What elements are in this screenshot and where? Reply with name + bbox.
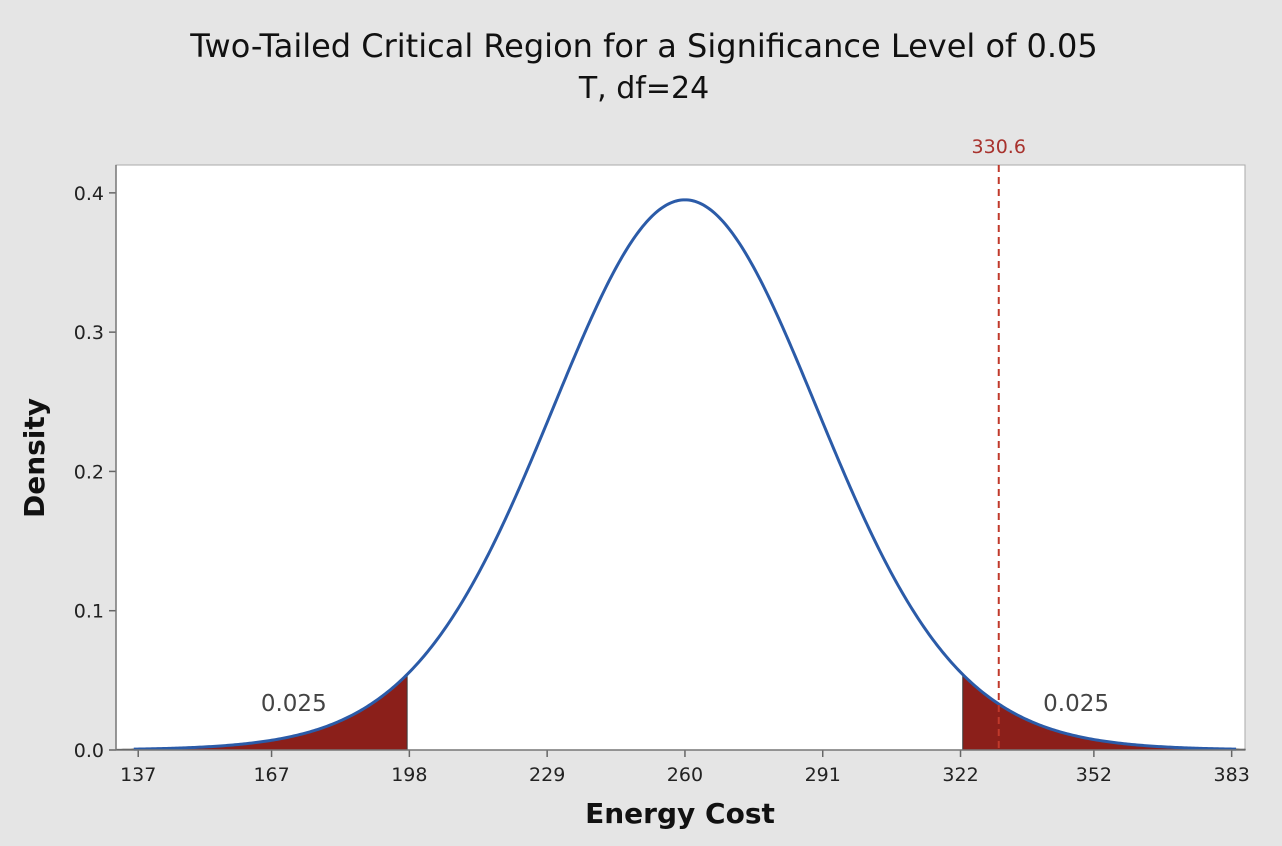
- density-curve: [133, 198, 1237, 751]
- y-tick-label: 0.4: [74, 183, 104, 205]
- x-tick-label: 322: [942, 764, 978, 786]
- y-tick-label: 0.1: [74, 601, 104, 623]
- curve-layer: [133, 198, 1237, 751]
- x-tick-label: 291: [805, 764, 841, 786]
- plot-area: [115, 164, 1246, 751]
- y-tick-label: 0.0: [74, 740, 104, 762]
- x-tick-label: 383: [1214, 764, 1250, 786]
- x-axis-label: Energy Cost: [585, 797, 775, 830]
- x-tick-label: 167: [253, 764, 289, 786]
- area-label-1: 0.025: [1043, 691, 1109, 717]
- reference-line-label: 330.6: [972, 136, 1026, 158]
- x-tick-label: 198: [391, 764, 427, 786]
- x-tick-label: 137: [120, 764, 156, 786]
- chart-subtitle: T, df=24: [578, 71, 709, 106]
- area-label-0: 0.025: [261, 691, 327, 717]
- x-tick-label: 229: [529, 764, 565, 786]
- area-labels: 0.025 0.025: [261, 691, 1109, 717]
- reference-layer: 330.6: [972, 136, 1026, 750]
- chart-title: Two-Tailed Critical Region for a Signifi…: [189, 27, 1097, 65]
- axes: 137 167 198 229 260 291 322 352 383 0.0 0.1 0.2 0.3 0…: [74, 165, 1250, 786]
- x-tick-label: 352: [1076, 764, 1112, 786]
- y-tick-label: 0.2: [74, 461, 104, 483]
- y-axis-label: Density: [18, 398, 51, 518]
- y-tick-label: 0.3: [74, 322, 104, 344]
- x-tick-label: 260: [667, 764, 703, 786]
